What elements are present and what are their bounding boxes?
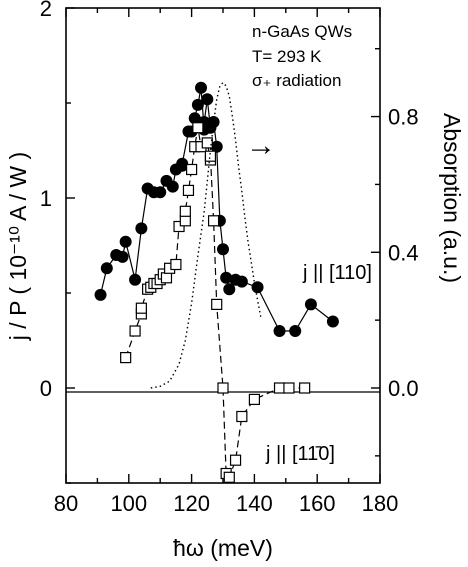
data-point-110	[191, 98, 204, 111]
data-point-1-10	[192, 122, 204, 134]
data-point-1-10	[211, 298, 223, 310]
data-point-1-10	[204, 150, 217, 162]
data-point-110	[210, 140, 223, 153]
data-point-110	[129, 273, 142, 286]
data-point-1-10	[120, 352, 132, 364]
x-tick-label: 140	[236, 491, 273, 516]
y-axis-left-label: j / P ( 10⁻¹⁰ A / W )	[5, 152, 31, 341]
x-tick-label: 120	[173, 491, 210, 516]
data-point-110	[119, 235, 132, 248]
label-series-1-10: j || [11̄0]	[265, 443, 335, 465]
data-point-1-10	[283, 382, 295, 394]
y-left-tick-label: 2	[40, 0, 52, 21]
y-right-tick-label: 0.8	[388, 105, 419, 130]
y-right-tick-label: 0.4	[388, 240, 419, 265]
data-point-110	[188, 112, 201, 125]
data-point-1-10	[201, 137, 213, 149]
x-axis: 80 100 120 140 160 180	[54, 8, 399, 516]
data-point-110	[251, 281, 264, 294]
y-axis-right-label: Absorption (a.u.)	[439, 113, 465, 283]
annotation-temperature: T= 293 K	[252, 47, 322, 66]
data-point-1-10	[223, 471, 235, 483]
data-point-110	[217, 243, 229, 256]
data-point-1-10	[129, 325, 141, 337]
data-point-110	[166, 180, 179, 193]
data-point-110	[289, 325, 302, 337]
x-axis-label: ħω (meV)	[173, 535, 273, 561]
annotation-radiation: σ₊ radiation	[252, 71, 341, 90]
data-point-110	[326, 315, 339, 328]
data-point-1-10	[186, 163, 198, 176]
data-point-1-10	[299, 382, 311, 394]
y-left-tick-label: 0	[40, 376, 52, 401]
arrow-to-absorption-axis: →	[246, 129, 276, 162]
data-point-110	[273, 325, 286, 337]
data-point-1-10	[173, 220, 185, 233]
data-point-110	[94, 288, 107, 301]
data-point-1-10	[229, 454, 242, 466]
x-tick-label: 100	[110, 491, 147, 516]
data-point-110	[135, 222, 148, 235]
y-right-tick-label: 0.0	[388, 376, 419, 401]
data-point-110	[176, 157, 189, 170]
data-point-1-10	[207, 215, 220, 227]
series-line-2	[150, 81, 262, 389]
data-point-110	[116, 250, 129, 263]
data-point-1-10	[273, 382, 286, 394]
data-point-110	[223, 283, 236, 296]
data-point-1-10	[182, 184, 195, 196]
data-point-1-10	[179, 205, 191, 217]
data-point-110	[201, 93, 214, 106]
y-axis-right: 0.0 0.4 0.8	[371, 48, 419, 457]
x-tick-label: 80	[54, 491, 78, 516]
data-point-110	[100, 262, 113, 275]
x-tick-label: 160	[299, 491, 336, 516]
data-point-110	[304, 298, 317, 311]
data-point-110	[235, 275, 248, 288]
data-point-110	[195, 81, 208, 94]
series-layer	[94, 81, 339, 483]
data-point-1-10	[236, 410, 248, 423]
data-point-1-10	[135, 302, 147, 314]
data-point-1-10	[217, 382, 229, 394]
data-point-110	[154, 186, 167, 199]
label-series-110: j || [110]	[302, 262, 372, 284]
data-point-1-10	[179, 215, 191, 227]
data-point-1-10	[170, 258, 182, 271]
annotation-sample: n-GaAs QWs	[252, 22, 352, 41]
x-tick-label: 180	[362, 491, 399, 516]
y-axis-left: 0 1 2	[40, 0, 75, 484]
data-point-110	[220, 271, 233, 284]
data-point-1-10	[160, 272, 173, 284]
data-point-1-10	[248, 393, 260, 405]
y-left-tick-label: 1	[40, 186, 52, 211]
